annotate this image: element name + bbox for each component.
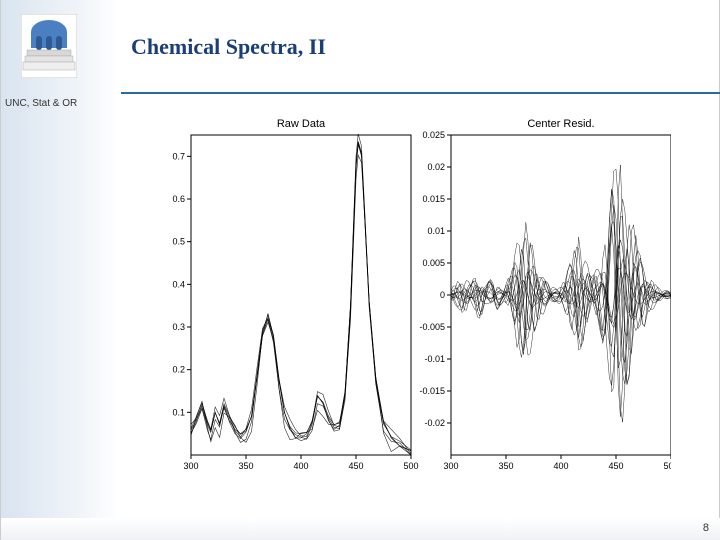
svg-text:0.2: 0.2 (172, 365, 185, 375)
title-divider (121, 92, 720, 94)
svg-text:500: 500 (403, 461, 418, 471)
svg-text:400: 400 (553, 461, 568, 471)
svg-text:400: 400 (293, 461, 308, 471)
svg-text:0.01: 0.01 (427, 226, 445, 236)
svg-text:0.1: 0.1 (172, 407, 185, 417)
svg-text:-0.01: -0.01 (424, 354, 445, 364)
svg-text:300: 300 (183, 461, 198, 471)
svg-text:0.025: 0.025 (422, 130, 445, 140)
footer-bar (1, 518, 720, 540)
svg-text:0.3: 0.3 (172, 322, 185, 332)
svg-text:350: 350 (498, 461, 513, 471)
svg-text:350: 350 (238, 461, 253, 471)
svg-text:0.6: 0.6 (172, 194, 185, 204)
page-number: 8 (703, 522, 709, 534)
svg-text:450: 450 (608, 461, 623, 471)
svg-text:0.7: 0.7 (172, 151, 185, 161)
svg-text:300: 300 (443, 461, 458, 471)
svg-text:0.015: 0.015 (422, 194, 445, 204)
svg-text:Center Resid.: Center Resid. (527, 118, 594, 130)
side-caption: UNC, Stat & OR (5, 98, 77, 109)
chart-panel: Raw Data 300 350 400 450 500 0.1 0.2 0.3 0.4 0.5 0.… (151, 110, 671, 490)
unc-logo (21, 14, 77, 83)
svg-text:500: 500 (663, 461, 671, 471)
svg-text:0.4: 0.4 (172, 279, 185, 289)
slide-title: Chemical Spectra, II (131, 34, 326, 60)
svg-text:-0.005: -0.005 (419, 322, 445, 332)
svg-text:0: 0 (440, 290, 445, 300)
svg-text:Raw Data: Raw Data (277, 118, 326, 130)
svg-text:0.5: 0.5 (172, 237, 185, 247)
svg-text:-0.015: -0.015 (419, 386, 445, 396)
svg-text:0.02: 0.02 (427, 162, 445, 172)
svg-text:-0.02: -0.02 (424, 418, 445, 428)
svg-text:450: 450 (348, 461, 363, 471)
svg-text:0.005: 0.005 (422, 258, 445, 268)
